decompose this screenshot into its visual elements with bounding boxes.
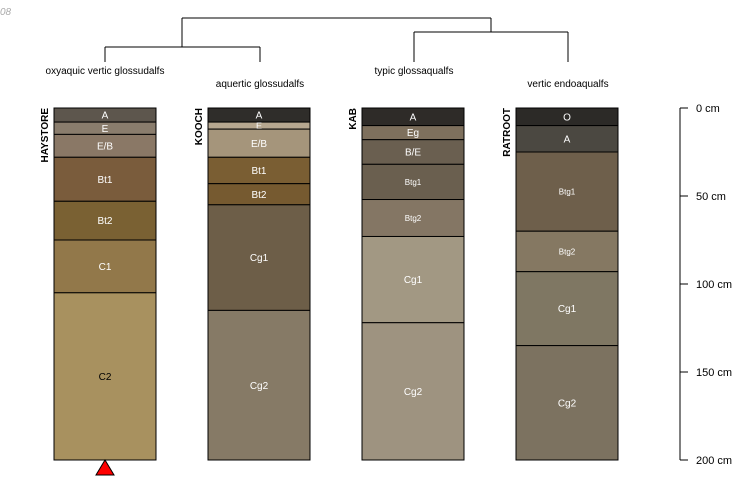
profile-name: KOOCH [194,108,205,145]
horizon-label: Cg1 [404,275,423,286]
horizon-label: Cg1 [250,253,269,264]
horizon-block [207,156,311,185]
horizon-label: C1 [99,262,112,273]
horizon-label: E/B [97,141,113,152]
taxon-label: aquertic glossudalfs [216,79,304,90]
depth-tick-label: 100 cm [696,279,732,291]
horizon-label: A [256,111,263,122]
horizon-label: Bt1 [251,166,266,177]
horizon-label: Bt2 [97,216,112,227]
depth-axis: 0 cm 50 cm 100 cm 150 cm 200 cm [679,103,732,467]
horizon-label: Cg2 [404,387,423,398]
horizon-label: Cg2 [558,398,577,409]
horizon-label: Btg2 [559,247,576,256]
horizon-block [53,239,157,294]
horizon-label: Btg1 [559,187,576,196]
horizon-block [361,322,465,461]
horizon-block [361,235,465,324]
horizon-block [53,200,157,241]
horizon-label: A [410,112,417,123]
depth-tick-label: 200 cm [696,455,732,467]
horizon-block [53,156,157,202]
soil-profile: AE E/B Bt1 Bt2 C1 C2 HAYSTORE [40,107,157,476]
horizon-block [207,204,311,311]
taxon-label: vertic endoaqualfs [527,79,608,90]
horizon-label: Cg2 [250,381,269,392]
horizon-label: O [563,112,571,123]
horizon-block [515,230,619,273]
depth-tick-label: 50 cm [696,191,726,203]
horizon-block [515,151,619,232]
horizon-label: C2 [99,372,112,383]
profile-name: KAB [348,108,359,130]
soil-profile: OA Btg1 Btg2 Cg1 Cg2 RATROOT [502,107,619,461]
horizon-label: Bt2 [251,190,266,201]
taxon-label: oxyaquic vertic glossudalfs [46,66,165,77]
horizon-label: Bt1 [97,175,112,186]
horizon-label: Btg2 [405,214,422,223]
horizon-label: Eg [407,128,419,139]
taxon-label: typic glossaqualfs [375,66,454,77]
soil-profile: AE E/B Bt1 Bt2 Cg1 Cg2 KOOCH [194,107,311,461]
dendrogram: oxyaquic vertic glossudalfs aquertic glo… [46,17,609,90]
horizon-block [515,345,619,461]
depth-tick-label: 150 cm [696,367,732,379]
horizon-block [361,163,465,201]
horizon-label: A [102,111,109,122]
horizon-block [53,292,157,461]
depth-tick-label: 0 cm [696,103,720,115]
horizon-block [207,309,311,461]
horizon-label: E [102,124,109,135]
red-triangle-marker-icon [95,459,115,476]
horizon-label: Cg1 [558,304,577,315]
corner-mark: 08 [0,7,12,18]
profile-name: HAYSTORE [40,108,51,163]
horizon-label: B/E [405,148,421,159]
horizon-block [515,271,619,347]
horizon-block [361,139,465,165]
horizon-label: E [256,121,262,131]
profile-name: RATROOT [502,108,513,157]
horizon-label: Btg1 [405,178,422,187]
horizon-label: A [564,134,571,145]
horizon-block [361,199,465,237]
soil-profile: A Eg B/E Btg1 Btg2 Cg1 Cg2 KAB [348,107,465,461]
horizon-label: E/B [251,139,267,150]
